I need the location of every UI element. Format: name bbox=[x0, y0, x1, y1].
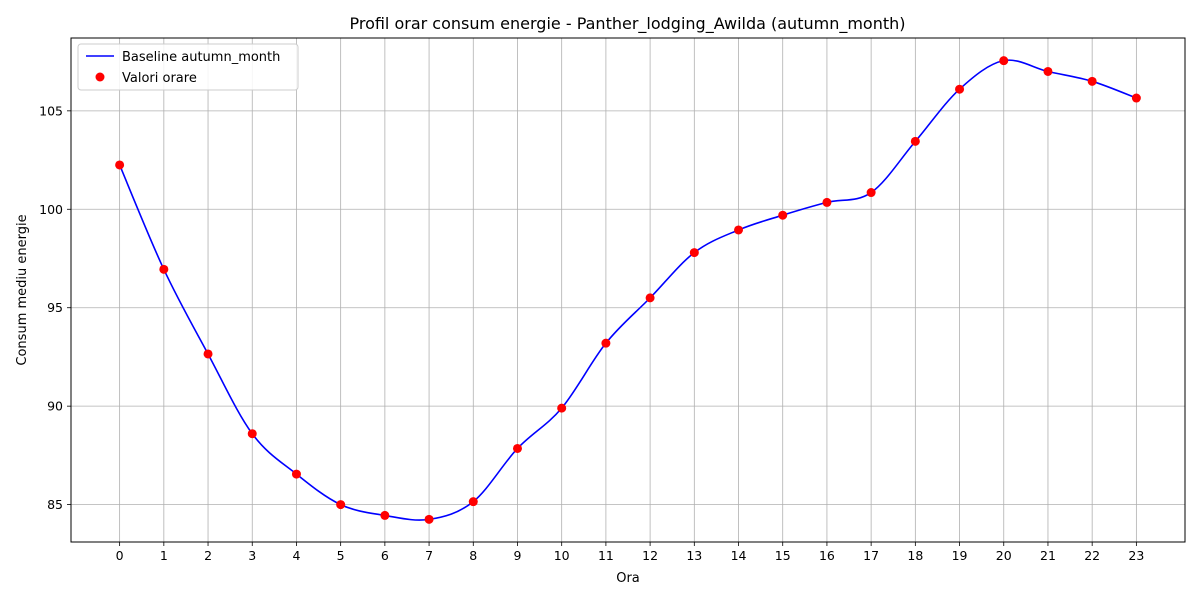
x-tick-label: 21 bbox=[1040, 548, 1056, 563]
data-point bbox=[910, 136, 920, 146]
x-ticks: 0 1 2 3 4 5 6 7 8 9 10 11 12 13 14 15 16 17 18 19 20 21 22 23 bbox=[116, 542, 1144, 563]
x-tick-label: 17 bbox=[863, 548, 879, 563]
x-tick-label: 19 bbox=[952, 548, 968, 563]
y-tick-label: 105 bbox=[39, 103, 63, 118]
chart-title: Profil orar consum energie - Panther_lod… bbox=[349, 14, 905, 34]
x-tick-label: 14 bbox=[731, 548, 747, 563]
data-point bbox=[1087, 76, 1097, 86]
data-point bbox=[778, 210, 788, 220]
plot-frame bbox=[70, 37, 1186, 543]
data-point bbox=[999, 56, 1009, 66]
data-point bbox=[291, 469, 301, 479]
legend-point-swatch bbox=[95, 72, 105, 82]
x-tick-label: 1 bbox=[160, 548, 168, 563]
x-tick-label: 2 bbox=[204, 548, 212, 563]
data-point bbox=[512, 443, 522, 453]
legend-label-baseline: Baseline autumn_month bbox=[122, 50, 280, 65]
x-tick-label: 8 bbox=[469, 548, 477, 563]
y-axis-label: Consum mediu energie bbox=[15, 214, 30, 365]
legend-label-points: Valori orare bbox=[122, 71, 197, 86]
grid bbox=[71, 38, 1185, 542]
x-tick-label: 5 bbox=[337, 548, 345, 563]
data-point bbox=[380, 510, 390, 520]
data-point bbox=[601, 338, 611, 348]
legend-box bbox=[77, 43, 299, 91]
x-tick-label: 15 bbox=[775, 548, 791, 563]
x-tick-label: 11 bbox=[598, 548, 614, 563]
data-point bbox=[203, 349, 213, 359]
data-point bbox=[468, 497, 478, 507]
y-tick-label: 100 bbox=[39, 202, 63, 217]
data-point bbox=[424, 514, 434, 524]
data-point bbox=[115, 160, 125, 170]
x-tick-label: 13 bbox=[686, 548, 702, 563]
x-tick-label: 9 bbox=[514, 548, 522, 563]
x-tick-label: 22 bbox=[1084, 548, 1100, 563]
x-tick-label: 23 bbox=[1128, 548, 1144, 563]
x-tick-label: 18 bbox=[907, 548, 923, 563]
x-tick-label: 10 bbox=[554, 548, 570, 563]
x-tick-label: 16 bbox=[819, 548, 835, 563]
y-tick-label: 90 bbox=[47, 399, 63, 414]
x-tick-label: 7 bbox=[425, 548, 433, 563]
data-point bbox=[734, 225, 744, 235]
data-point bbox=[159, 264, 169, 274]
series-points-group bbox=[115, 56, 1141, 524]
legend: Baseline autumn_month Valori orare bbox=[77, 43, 299, 91]
data-point bbox=[689, 248, 699, 258]
x-tick-label: 3 bbox=[248, 548, 256, 563]
data-point bbox=[822, 197, 832, 207]
y-ticks: 85 90 95 100 105 bbox=[39, 103, 71, 512]
data-point bbox=[866, 188, 876, 198]
data-point bbox=[1131, 93, 1141, 103]
x-tick-label: 4 bbox=[292, 548, 300, 563]
data-point bbox=[336, 500, 346, 510]
x-tick-label: 12 bbox=[642, 548, 658, 563]
x-axis-label: Ora bbox=[616, 571, 640, 586]
y-tick-label: 85 bbox=[47, 497, 63, 512]
x-tick-label: 0 bbox=[116, 548, 124, 563]
data-point bbox=[247, 429, 257, 439]
x-tick-label: 6 bbox=[381, 548, 389, 563]
y-tick-label: 95 bbox=[47, 300, 63, 315]
data-point bbox=[955, 84, 965, 94]
data-point bbox=[645, 293, 655, 303]
data-point bbox=[1043, 66, 1053, 76]
x-tick-label: 20 bbox=[996, 548, 1012, 563]
data-point bbox=[557, 403, 567, 413]
